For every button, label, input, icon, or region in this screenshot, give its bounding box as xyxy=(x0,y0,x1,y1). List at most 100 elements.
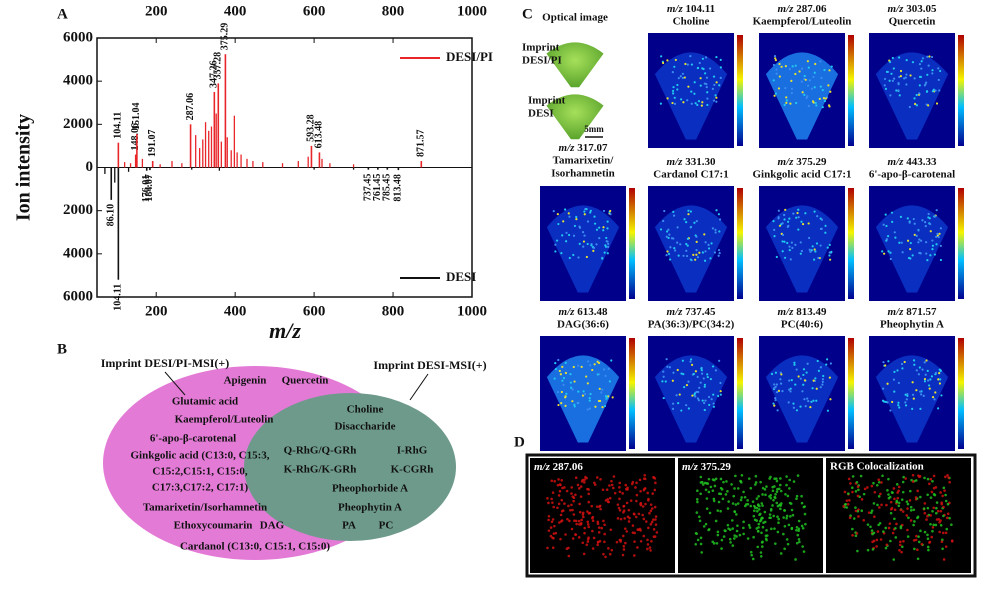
pixel xyxy=(764,537,768,540)
pixel xyxy=(790,91,793,95)
pixel xyxy=(730,483,733,486)
pixel xyxy=(609,528,613,532)
pixel xyxy=(885,503,888,507)
pixel xyxy=(908,221,911,224)
pixel xyxy=(588,399,591,402)
pixel xyxy=(771,504,774,507)
pixel xyxy=(694,234,697,237)
pixel xyxy=(889,257,892,261)
pixel xyxy=(820,227,823,230)
pixel xyxy=(642,517,646,521)
pixel xyxy=(944,493,947,497)
pixel xyxy=(586,510,589,513)
pixel xyxy=(757,526,760,529)
colorbar xyxy=(629,338,635,449)
pixel xyxy=(882,252,886,255)
pixel xyxy=(634,515,638,519)
pixel xyxy=(701,251,704,254)
pixel xyxy=(899,540,902,544)
pixel xyxy=(806,95,809,98)
pixel xyxy=(783,213,786,217)
pixel xyxy=(703,385,706,388)
pixel xyxy=(586,523,590,526)
pixel xyxy=(671,101,674,105)
pixel xyxy=(742,532,745,536)
pixel xyxy=(912,508,916,512)
pixel xyxy=(819,85,822,88)
pixel xyxy=(719,509,722,513)
pixel xyxy=(829,362,833,365)
pixel xyxy=(803,512,807,516)
pixel xyxy=(682,373,685,376)
pixel xyxy=(695,391,698,394)
pixel xyxy=(773,94,776,97)
pixel xyxy=(676,241,679,244)
pixel xyxy=(719,58,722,61)
pixel xyxy=(854,509,858,513)
pixel xyxy=(573,405,576,408)
pixel xyxy=(599,507,602,511)
pixel xyxy=(906,528,909,532)
compound: I-RhG xyxy=(397,445,428,457)
pixel xyxy=(909,509,913,512)
pixel xyxy=(813,248,816,251)
pixel xyxy=(797,529,800,533)
pixel xyxy=(571,388,574,391)
pixel xyxy=(903,77,906,80)
pixel xyxy=(920,67,923,70)
pixel xyxy=(909,248,912,251)
peak-label: 148.06 xyxy=(130,123,141,151)
pixel xyxy=(756,529,760,533)
pixel xyxy=(717,213,721,216)
pixel xyxy=(750,553,754,557)
pixel xyxy=(598,505,601,508)
pixel xyxy=(810,87,814,90)
pixel xyxy=(913,233,916,236)
pixel xyxy=(812,101,815,104)
pixel xyxy=(945,516,949,520)
pixel xyxy=(904,477,908,480)
pixel xyxy=(772,514,776,518)
pixel xyxy=(618,490,622,494)
pixel xyxy=(588,397,591,400)
pixel xyxy=(607,242,610,246)
pixel xyxy=(673,96,676,99)
pixel xyxy=(666,59,669,62)
pixel xyxy=(700,551,704,554)
pixel xyxy=(564,404,567,407)
pixel xyxy=(776,487,779,491)
pixel xyxy=(621,553,625,557)
pixel xyxy=(774,371,778,374)
pixel xyxy=(775,72,778,75)
pixel xyxy=(794,558,797,561)
pixel xyxy=(699,542,703,546)
pixel xyxy=(848,499,851,502)
pixel xyxy=(913,520,916,523)
pixel xyxy=(809,250,812,253)
pixel xyxy=(793,363,796,366)
pixel xyxy=(712,402,715,405)
pixel xyxy=(742,520,745,524)
pixel xyxy=(578,502,581,506)
map-title: m/z 613.48 xyxy=(559,306,608,318)
pixel xyxy=(601,388,604,391)
pixel xyxy=(709,257,712,260)
pixel xyxy=(719,76,722,79)
pixel xyxy=(806,60,809,63)
pixel xyxy=(703,383,706,386)
compound: C17:3,C17:2, C17:1) xyxy=(152,482,249,494)
pixel xyxy=(887,250,890,253)
pixel xyxy=(935,235,938,238)
pixel xyxy=(573,380,576,383)
pixel xyxy=(797,208,800,211)
pixel xyxy=(587,536,590,540)
pixel xyxy=(694,542,698,546)
pixel xyxy=(788,217,791,220)
pixel xyxy=(693,92,696,95)
pixel xyxy=(696,538,700,542)
pixel xyxy=(901,480,905,484)
set-title: Imprint DESI-MSI(+) xyxy=(373,358,486,372)
pixel xyxy=(796,211,799,215)
pixel xyxy=(918,366,921,369)
pixel xyxy=(719,66,722,69)
